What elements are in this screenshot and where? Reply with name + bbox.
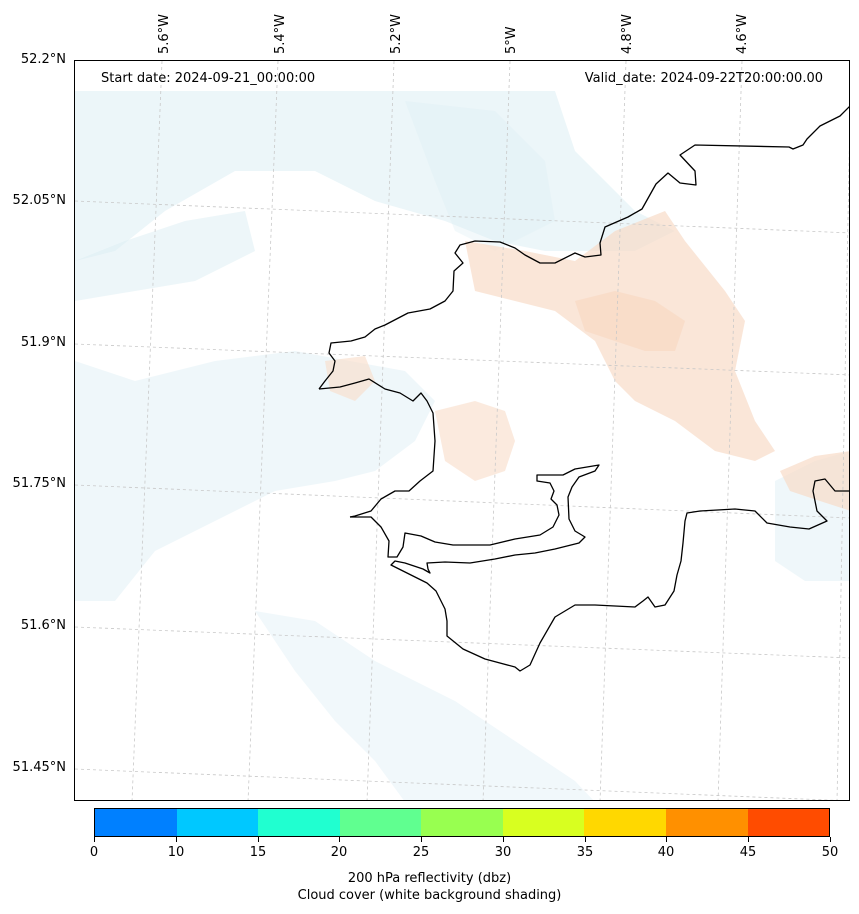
colorbar-segment bbox=[95, 809, 177, 836]
cloud-patch-northwest bbox=[75, 211, 255, 301]
colorbar-tick-label: 40 bbox=[657, 845, 675, 860]
colorbar bbox=[94, 808, 830, 837]
colorbar-tick-label: 0 bbox=[89, 845, 99, 860]
colorbar-tick bbox=[94, 837, 95, 842]
colorbar-tick-label: 45 bbox=[739, 845, 757, 860]
coastline-north bbox=[318, 106, 849, 390]
colorbar-tick-label: 15 bbox=[249, 845, 267, 860]
reflectivity-patch-west bbox=[325, 356, 375, 401]
lat-label-52-2: 52.2°N bbox=[20, 52, 66, 67]
colorbar-tick bbox=[258, 837, 259, 842]
colorbar-tick-label: 25 bbox=[412, 845, 430, 860]
colorbar-segment bbox=[258, 809, 340, 836]
valid-date-label: Valid_date: 2024-09-22T20:00:00.00 bbox=[584, 71, 823, 86]
colorbar-segment bbox=[584, 809, 666, 836]
reflectivity-patch-south bbox=[435, 401, 515, 481]
colorbar-tick bbox=[339, 837, 340, 842]
lon-label-5-6: 5.6°W bbox=[157, 13, 172, 54]
colorbar-segment bbox=[665, 809, 748, 836]
colorbar-segment bbox=[502, 809, 585, 836]
colorbar-label: 200 hPa reflectivity (dbz) bbox=[347, 871, 512, 886]
colorbar-segment bbox=[421, 809, 503, 836]
lon-label-4-6: 4.6°W bbox=[735, 13, 750, 54]
lon-label-5-4: 5.4°W bbox=[273, 13, 288, 54]
colorbar-tick-label: 20 bbox=[330, 845, 348, 860]
colorbar-tick-label: 10 bbox=[167, 845, 185, 860]
cloud-patch-north bbox=[75, 91, 675, 261]
colorbar-segment bbox=[176, 809, 259, 836]
colorbar-tick bbox=[503, 837, 504, 842]
cloud-patch-center bbox=[405, 101, 555, 251]
colorbar-tick-label: 30 bbox=[494, 845, 512, 860]
colorbar-tick bbox=[830, 837, 831, 842]
lon-label-4-8: 4.8°W bbox=[620, 13, 635, 54]
lat-label-51-45: 51.45°N bbox=[12, 760, 66, 775]
lat-label-51-9: 51.9°N bbox=[20, 335, 66, 350]
colorbar-tick-label: 35 bbox=[576, 845, 594, 860]
lon-label-5: 5°W bbox=[504, 26, 519, 54]
gridline-lat-51-6 bbox=[75, 626, 849, 659]
lon-label-5-2: 5.2°W bbox=[389, 13, 404, 54]
colorbar-sublabel: Cloud cover (white background shading) bbox=[297, 888, 562, 903]
coastline-south bbox=[350, 464, 849, 672]
gridlines bbox=[75, 61, 849, 800]
colorbar-segment bbox=[747, 809, 830, 836]
lat-label-51-75: 51.75°N bbox=[12, 476, 66, 491]
reflectivity-patch-core bbox=[575, 291, 685, 351]
gridline-lon-4-8 bbox=[599, 61, 627, 800]
map-panel bbox=[74, 60, 850, 801]
colorbar-tick bbox=[748, 837, 749, 842]
gridline-lon-4-4 bbox=[836, 145, 849, 800]
colorbar-tick bbox=[585, 837, 586, 842]
colorbar-tick bbox=[421, 837, 422, 842]
coastline-bay bbox=[318, 378, 436, 518]
start-date-label: Start date: 2024-09-21_00:00:00 bbox=[101, 71, 316, 86]
coastline bbox=[318, 106, 849, 672]
colorbar-segment bbox=[339, 809, 422, 836]
gridline-lon-5-6 bbox=[131, 61, 163, 800]
colorbar-tick bbox=[666, 837, 667, 842]
colorbar-tick-label: 50 bbox=[821, 845, 839, 860]
colorbar-tick bbox=[176, 837, 177, 842]
gridline-lon-5-4 bbox=[247, 61, 279, 800]
reflectivity-shading bbox=[325, 211, 849, 511]
map-canvas bbox=[75, 61, 849, 800]
lat-label-52-05: 52.05°N bbox=[12, 193, 66, 208]
cloud-patch-southwest bbox=[255, 611, 594, 800]
cloud-patch-west-band bbox=[75, 351, 435, 601]
lat-label-51-6: 51.6°N bbox=[20, 618, 66, 633]
